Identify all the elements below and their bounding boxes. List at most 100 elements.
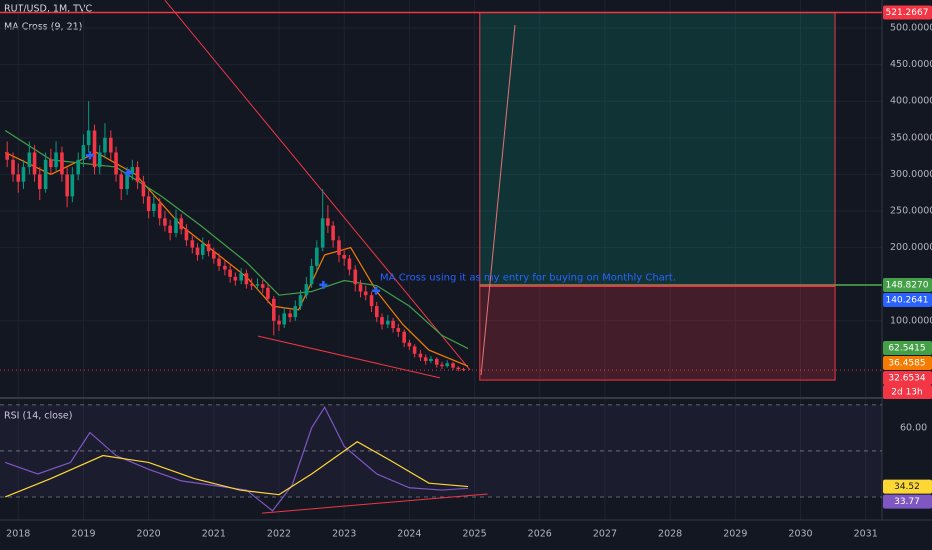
candle-body (152, 203, 156, 212)
candle-body (43, 159, 48, 190)
candle-body (60, 152, 64, 175)
price-tag (883, 278, 932, 293)
x-tick-label: 2029 (723, 529, 747, 540)
candle-body (135, 167, 140, 182)
cross-marker (124, 168, 133, 177)
price-tag-label: 62.5415 (888, 344, 925, 354)
candle-body (141, 181, 146, 197)
x-tick-label: 2025 (462, 529, 486, 540)
cross-marker (85, 151, 94, 160)
x-tick-label: 2018 (6, 529, 30, 540)
x-tick-label: 2031 (854, 529, 878, 540)
candle-body (429, 358, 433, 362)
candle-body (342, 254, 346, 259)
candle-body (412, 346, 417, 354)
rsi-trendline (262, 493, 488, 514)
candle-body (391, 320, 395, 329)
candle-body (70, 174, 75, 197)
cross-marker (372, 286, 381, 295)
cross-shape (319, 280, 328, 289)
price-tag (883, 479, 932, 494)
price-tag (883, 371, 932, 385)
candle-body (92, 130, 97, 168)
price-tag (883, 356, 932, 370)
candle-body (380, 317, 384, 325)
candle-body (418, 353, 423, 358)
trendline (164, 0, 471, 371)
annotation: MA Cross using it as my entry for buying… (380, 273, 676, 284)
candle-body (255, 284, 260, 286)
price-tag-label: 36.4585 (888, 359, 925, 369)
candle-body (212, 251, 216, 259)
candle-body (456, 367, 461, 370)
candle-body (5, 152, 9, 160)
candle-body (76, 159, 81, 175)
candle-body (326, 218, 330, 226)
rsi-line (4, 441, 469, 498)
candle-body (184, 229, 189, 241)
candle-body (233, 276, 238, 281)
candle-body (288, 313, 292, 318)
rsi-title: RSI (14, close) (4, 411, 72, 422)
indicator-title: MA Cross (9, 21) (4, 22, 82, 33)
candle-body (445, 363, 449, 367)
candle-body (451, 363, 455, 368)
candle-body (32, 152, 37, 175)
x-tick-label: 2022 (267, 529, 291, 540)
candle-body (244, 273, 249, 285)
price-tag-label: 140.2641 (886, 296, 929, 306)
candle-body (266, 287, 270, 299)
price-tag (883, 293, 932, 308)
candle-body (358, 284, 363, 292)
x-tick-label: 2020 (137, 529, 161, 540)
candle-body (97, 152, 102, 168)
candle-body (353, 269, 358, 285)
candle-body (407, 342, 412, 347)
candle-body (119, 174, 124, 190)
cross-shape (85, 151, 94, 160)
candle-body (402, 331, 406, 343)
x-tick-label: 2023 (332, 529, 356, 540)
candle-body (282, 313, 287, 325)
candle-body (347, 258, 352, 270)
rsi-tick-label: 60.00 (900, 422, 927, 433)
candle-body (11, 159, 15, 175)
candle-body (81, 145, 86, 160)
candle-body (386, 320, 390, 325)
y-tick-label: 300.0000 (890, 169, 932, 180)
candle-body (206, 243, 211, 252)
candle-body (114, 152, 118, 175)
rsi-line (5, 405, 469, 512)
candle-body (217, 258, 221, 266)
x-tick-label: 2021 (202, 529, 226, 540)
candle-body (195, 247, 200, 255)
x-tick-label: 2024 (397, 529, 421, 540)
candle-body (27, 152, 32, 168)
candle-body (461, 369, 466, 371)
price-tag-label: 148.8270 (886, 281, 929, 291)
candle-body (396, 328, 401, 332)
candle-body (16, 174, 21, 182)
candle-body (298, 295, 303, 307)
price-tag (883, 341, 932, 355)
x-tick-label: 2019 (71, 529, 95, 540)
candle-body (49, 159, 53, 168)
candle-body (146, 196, 151, 212)
candle-body (130, 167, 135, 175)
y-tick-label: 500.0000 (890, 23, 932, 34)
candle-body (320, 218, 325, 248)
candle-body (37, 174, 42, 190)
price-tag (883, 5, 932, 20)
candle-body (440, 364, 444, 367)
y-tick-label: 250.0000 (890, 206, 932, 217)
candle-body (293, 306, 298, 318)
y-tick-label: 450.0000 (890, 59, 932, 70)
price-tag (883, 494, 932, 509)
x-tick-label: 2026 (528, 529, 552, 540)
candle-body (86, 130, 91, 146)
candle-body (369, 295, 374, 307)
candle-body (337, 240, 341, 255)
stop-zone (479, 284, 836, 381)
